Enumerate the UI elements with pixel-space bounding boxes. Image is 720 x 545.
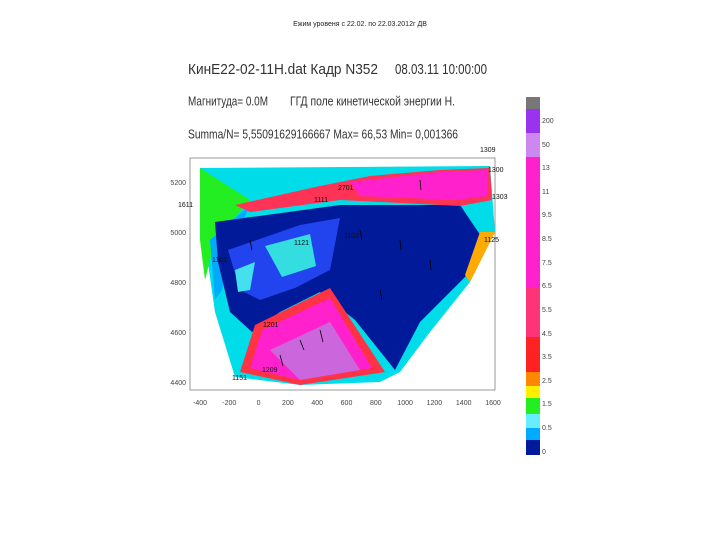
colorbar-label: 5.5	[542, 307, 552, 314]
x-tick-label: 1000	[397, 400, 413, 407]
colorbar-label: 9.5	[542, 212, 552, 219]
region	[235, 262, 255, 292]
file-label: КинЕ22-02-11Н.dat Кадр N352	[188, 61, 378, 78]
station-label: 1209	[262, 367, 278, 374]
colorbar-label: 6.5	[542, 283, 552, 290]
colorbar	[526, 97, 540, 455]
region	[265, 234, 316, 277]
x-tick-label: -400	[193, 400, 207, 407]
y-tick-label: 4600	[170, 330, 186, 337]
station-label: 2701	[338, 185, 354, 192]
region	[270, 322, 360, 380]
station-label: 1300	[488, 167, 504, 174]
x-tick-label: -200	[222, 400, 236, 407]
x-tick-label: 400	[311, 400, 323, 407]
station-label: 1303	[492, 194, 508, 201]
region	[210, 205, 250, 300]
colorbar-label: 3.5	[542, 354, 552, 361]
colorbar-label: 8.5	[542, 236, 552, 243]
station-label: 1102	[344, 233, 359, 240]
y-tick-label: 5200	[170, 180, 186, 187]
station-label: 1121	[294, 240, 309, 247]
y-tick-label: 4800	[170, 280, 186, 287]
stats: Summa/N= 5,55091629166667 Max= 66,53 Min…	[188, 126, 458, 141]
colorbar-label: 1.5	[542, 401, 552, 408]
vectors	[249, 179, 432, 367]
station-label: 1611	[178, 202, 193, 209]
station-label: 1162	[212, 257, 227, 264]
x-tick-label: 0	[257, 400, 261, 407]
x-tick-label: 800	[370, 400, 382, 407]
station-label: 1151	[232, 375, 247, 382]
region	[350, 170, 488, 200]
slide-title: Ежим уровеня с 22.02. по 22.03.2012г ДВ	[293, 21, 427, 28]
station-label: 1201	[263, 322, 279, 329]
station-label: 1309	[480, 147, 496, 154]
colorbar-label: 7.5	[542, 260, 552, 267]
colorbar-label: 11	[542, 189, 549, 196]
x-tick-label: 200	[282, 400, 294, 407]
colorbar-label: 2.5	[542, 378, 552, 385]
field-label: ГГД поле кинетической энергии Н.	[290, 93, 455, 108]
colorbar-label: 200	[542, 118, 554, 125]
x-tick-label: 1200	[427, 400, 443, 407]
colorbar-label: 13	[542, 165, 550, 172]
region	[465, 232, 495, 282]
contour-map	[189, 157, 496, 391]
station-label: 1125	[484, 237, 499, 244]
station-label: 1111	[314, 197, 328, 204]
y-tick-label: 5000	[170, 230, 186, 237]
y-tick-label: 4400	[170, 380, 186, 387]
colorbar-label: 0.5	[542, 425, 552, 432]
x-tick-label: 600	[341, 400, 353, 407]
colorbar-label: 50	[542, 142, 550, 149]
datetime: 08.03.11 10:00:00	[395, 61, 487, 78]
colorbar-label: 0	[542, 449, 546, 456]
magnitude: Магнитуда= 0.0М	[188, 93, 268, 108]
x-tick-label: 1600	[485, 400, 501, 407]
x-tick-label: 1400	[456, 400, 472, 407]
colorbar-label: 4.5	[542, 331, 552, 338]
